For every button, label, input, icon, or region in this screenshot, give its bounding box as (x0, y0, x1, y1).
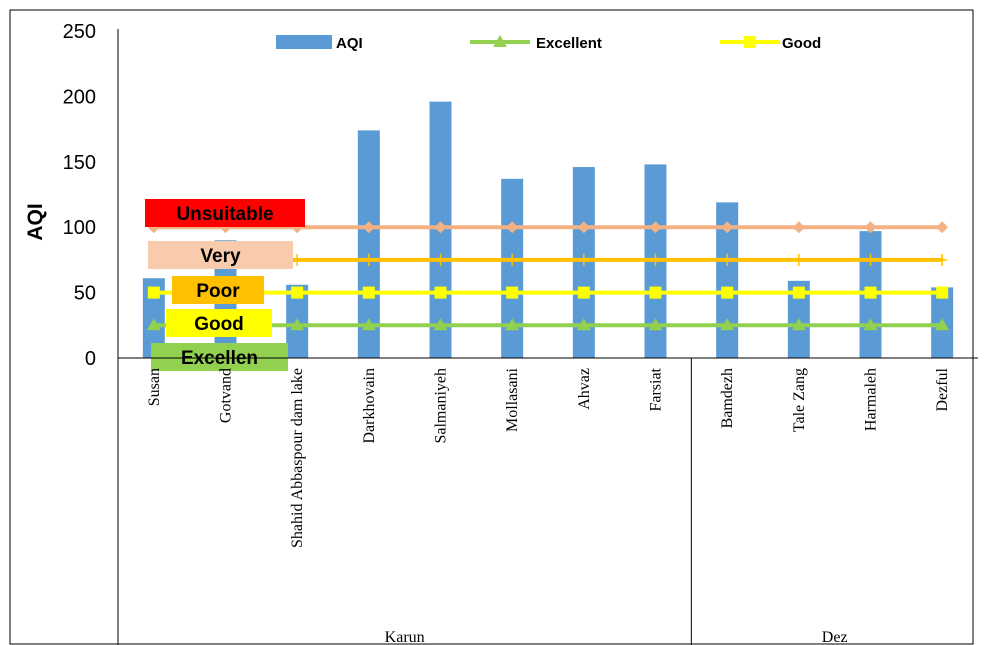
legend-label: Good (782, 35, 821, 52)
y-tick-label: 100 (63, 217, 96, 239)
series-point (290, 318, 305, 331)
band-label: Poor (196, 281, 240, 302)
series-point (506, 221, 519, 234)
band-label-box (166, 309, 272, 337)
series-point (433, 318, 448, 331)
series-point (506, 286, 519, 299)
y-tick-label: 150 (63, 152, 96, 174)
series-point (577, 286, 590, 299)
series-point (361, 318, 376, 331)
series-point (720, 318, 735, 331)
series-point (577, 221, 590, 234)
legend-swatch (276, 35, 332, 49)
category-label: Salmaniyeh (433, 368, 450, 444)
series-point (292, 253, 303, 266)
series-point (793, 253, 804, 266)
series-point (648, 318, 663, 331)
category-label: Tale Zang (791, 368, 808, 432)
y-tick-label: 200 (63, 86, 96, 108)
series-point (363, 253, 374, 266)
category-label: Susan (146, 368, 163, 406)
series-point (935, 318, 950, 331)
legend-marker (744, 36, 756, 48)
category-label: Dezful (934, 367, 951, 411)
band-label-box (145, 199, 305, 227)
band-label: Very (200, 246, 241, 267)
series-point (362, 221, 375, 234)
series-point (865, 253, 876, 266)
series-point (578, 253, 589, 266)
chart-border (9, 9, 974, 645)
series-point (505, 318, 520, 331)
band-label-box (151, 343, 288, 371)
category-label: Harmaleh (863, 368, 880, 431)
legend-label: Excellent (536, 35, 602, 52)
series-point (936, 286, 949, 299)
category-label: Shahid Abbaspour dam lake (289, 368, 306, 548)
series-point (791, 318, 806, 331)
y-tick-label: 0 (85, 348, 96, 370)
category-label: Bamdezh (719, 368, 736, 428)
category-label: Gotvand (218, 368, 235, 423)
series-point (792, 286, 805, 299)
series-point (792, 221, 805, 234)
series-point (937, 253, 948, 266)
series-point (507, 253, 518, 266)
series-point (576, 318, 591, 331)
bar (716, 202, 739, 358)
series-point (722, 253, 733, 266)
bar (501, 178, 524, 358)
series-point (936, 221, 949, 234)
y-axis-label: AQI (24, 203, 47, 240)
y-tick-label: 50 (74, 283, 96, 305)
category-label: Ahvaz (576, 368, 593, 410)
band-label-box (148, 241, 293, 269)
series-point (362, 286, 375, 299)
series-point (435, 253, 446, 266)
legend-label: AQI (336, 35, 363, 52)
bar (357, 130, 380, 358)
series-point (434, 286, 447, 299)
band-label-box (172, 276, 264, 304)
series-point (649, 286, 662, 299)
series-point (864, 286, 877, 299)
group-label: Karun (385, 629, 425, 645)
series-point (434, 221, 447, 234)
band-label: Unsuitable (176, 204, 273, 225)
group-label: Dez (822, 629, 848, 645)
series-point (650, 253, 661, 266)
series-point (864, 221, 877, 234)
series-point (291, 286, 304, 299)
series-point (649, 221, 662, 234)
category-label: Darkhovain (361, 368, 378, 444)
series-point (146, 318, 161, 331)
category-label: Farsiat (648, 367, 665, 411)
series-point (863, 318, 878, 331)
series-point (721, 221, 734, 234)
band-label: Good (194, 314, 244, 335)
legend-marker (493, 35, 507, 47)
category-label: Mollasani (504, 367, 521, 432)
series-point (147, 286, 160, 299)
y-tick-label: 250 (63, 21, 96, 43)
series-point (721, 286, 734, 299)
